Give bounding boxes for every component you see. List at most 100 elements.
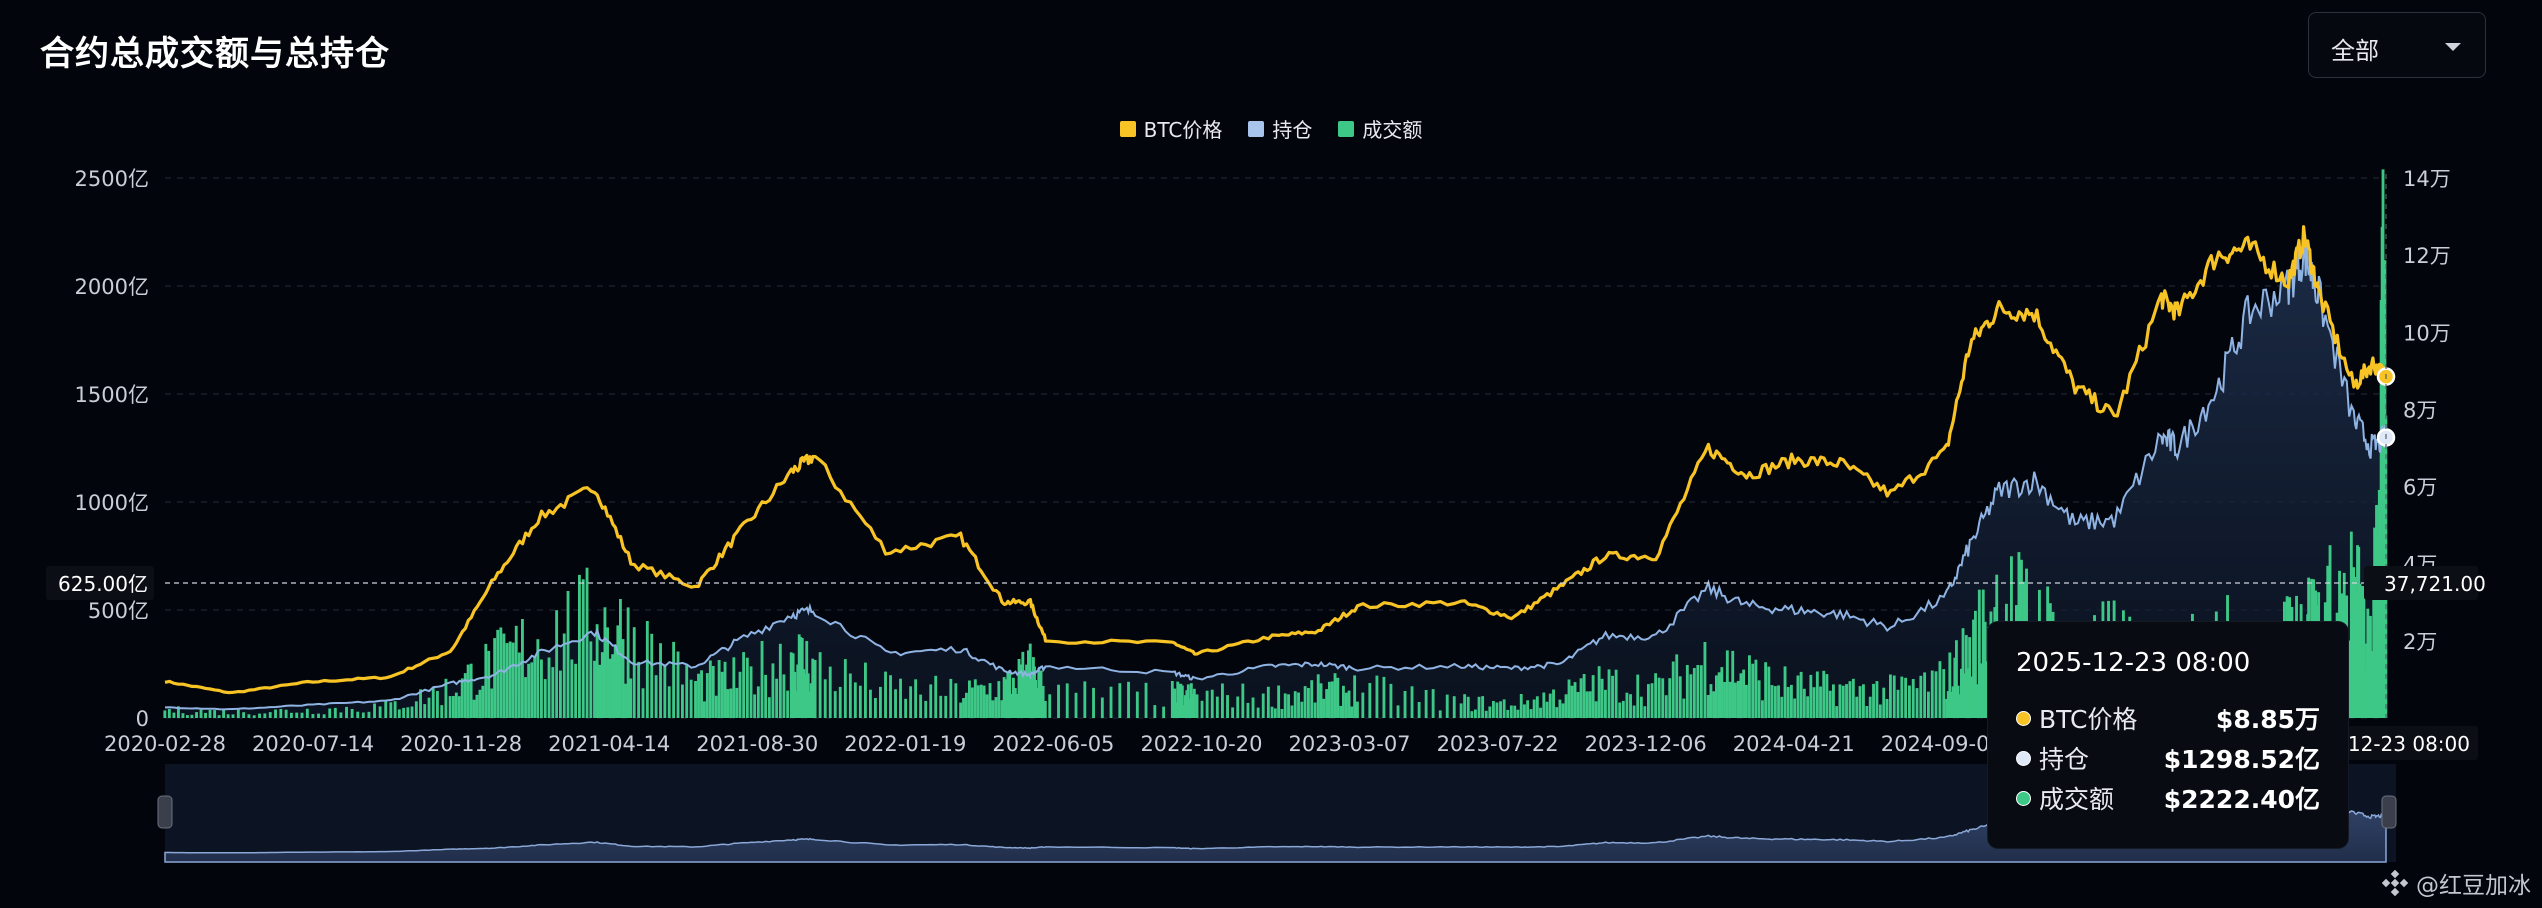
legend-item-oi[interactable]: 持仓 (1248, 114, 1312, 143)
y-right-tick-label: 2万 (2403, 630, 2437, 654)
volume-bar (514, 625, 518, 718)
volume-bar (796, 664, 800, 718)
volume-bar (1006, 671, 1010, 718)
volume-bar (1825, 674, 1829, 718)
volume-bar (1353, 675, 1357, 718)
volume-bar (1919, 675, 1923, 718)
volume-bar (195, 712, 198, 718)
volume-bar (1751, 663, 1755, 718)
volume-bar (521, 619, 524, 718)
volume-bar (1934, 671, 1938, 718)
volume-bar (667, 686, 671, 718)
volume-bar (742, 652, 746, 718)
volume-bar (809, 683, 813, 718)
volume-bar (186, 715, 189, 718)
time-range-select[interactable]: 全部 (2308, 12, 2486, 78)
volume-bar (457, 696, 461, 718)
volume-bar (611, 654, 615, 718)
legend-item-btc[interactable]: BTC价格 (1119, 114, 1222, 143)
volume-bar (603, 607, 607, 718)
volume-bar (1639, 696, 1643, 718)
volume-bar (1567, 679, 1571, 718)
volume-bar (1492, 701, 1495, 718)
volume-bar (454, 692, 458, 718)
volume-bar (1875, 681, 1879, 718)
volume-bar (899, 678, 902, 718)
volume-bar (1410, 686, 1414, 718)
volume-bar (1786, 687, 1790, 718)
legend-item-volume[interactable]: 成交额 (1338, 114, 1422, 143)
volume-bar (2349, 531, 2353, 718)
volume-bar (1322, 698, 1326, 718)
volume-bar (1043, 701, 1047, 718)
tooltip-label-oi: 持仓 (2039, 745, 2090, 774)
volume-bar (1474, 709, 1477, 718)
volume-bar (1956, 685, 1960, 718)
volume-bar (764, 674, 768, 718)
volume-bar (976, 685, 980, 718)
volume-bar (858, 685, 862, 718)
volume-bar (874, 698, 877, 718)
volume-bar (487, 650, 491, 718)
volume-bar (1182, 705, 1186, 718)
volume-bar (1757, 680, 1761, 718)
volume-bar (1629, 694, 1632, 718)
volume-bar (714, 695, 718, 718)
volume-bar (1764, 662, 1768, 718)
volume-bar (1280, 709, 1284, 718)
volume-bar (1173, 688, 1177, 718)
volume-bar (1438, 710, 1442, 718)
volume-bar (1696, 665, 1700, 718)
volume-bar (598, 664, 602, 718)
volume-bar (1872, 683, 1875, 718)
volume-bar (1950, 691, 1953, 718)
volume-bar (1246, 702, 1250, 718)
volume-bar (608, 658, 612, 718)
volume-bar (1513, 705, 1517, 718)
volume-bar (419, 689, 422, 718)
volume-bar (1576, 692, 1580, 718)
volume-bar (1558, 699, 1562, 718)
legend-swatch-oi (1248, 120, 1265, 137)
volume-bar (1170, 681, 1174, 718)
volume-bar (1671, 661, 1675, 718)
volume-bar (410, 706, 414, 718)
volume-bar (236, 709, 240, 718)
volume-bar (791, 653, 795, 718)
volume-bar (1948, 652, 1952, 718)
volume-bar (1793, 698, 1797, 718)
y-left-tick-label: 0 (136, 707, 149, 731)
volume-bar (1570, 685, 1574, 718)
volume-bar (367, 711, 371, 718)
volume-bar (778, 643, 782, 718)
volume-bar (929, 684, 933, 718)
volume-bar (954, 683, 958, 718)
volume-bar (1579, 678, 1583, 718)
volume-bar (1882, 687, 1886, 718)
volume-bar (1923, 672, 1927, 718)
volume-bar (1466, 696, 1470, 718)
volume-bar (595, 624, 599, 718)
volume-bar (1636, 674, 1640, 718)
volume-bar (1325, 689, 1329, 718)
volume-bar (274, 709, 277, 718)
volume-bar (767, 697, 771, 718)
volume-bar (1742, 669, 1746, 718)
volume-bar (1845, 684, 1848, 718)
volume-bar (1835, 706, 1839, 718)
volume-bar (466, 664, 470, 718)
volume-bar (328, 708, 332, 718)
navigator-handle-left[interactable] (157, 795, 173, 829)
tooltip-row-btc: BTC价格 $8.85万 (2016, 698, 2320, 738)
volume-bar (1770, 685, 1774, 718)
navigator-handle-right[interactable] (2381, 795, 2397, 829)
volume-bar (1865, 706, 1869, 718)
volume-bar (499, 627, 503, 718)
volume-bar (543, 679, 547, 718)
volume-bar (1477, 696, 1481, 718)
volume-bar (478, 689, 482, 718)
volume-bar (1459, 703, 1463, 718)
volume-bar (1529, 709, 1533, 718)
volume-bar (1010, 693, 1014, 718)
volume-bar (1008, 670, 1012, 718)
